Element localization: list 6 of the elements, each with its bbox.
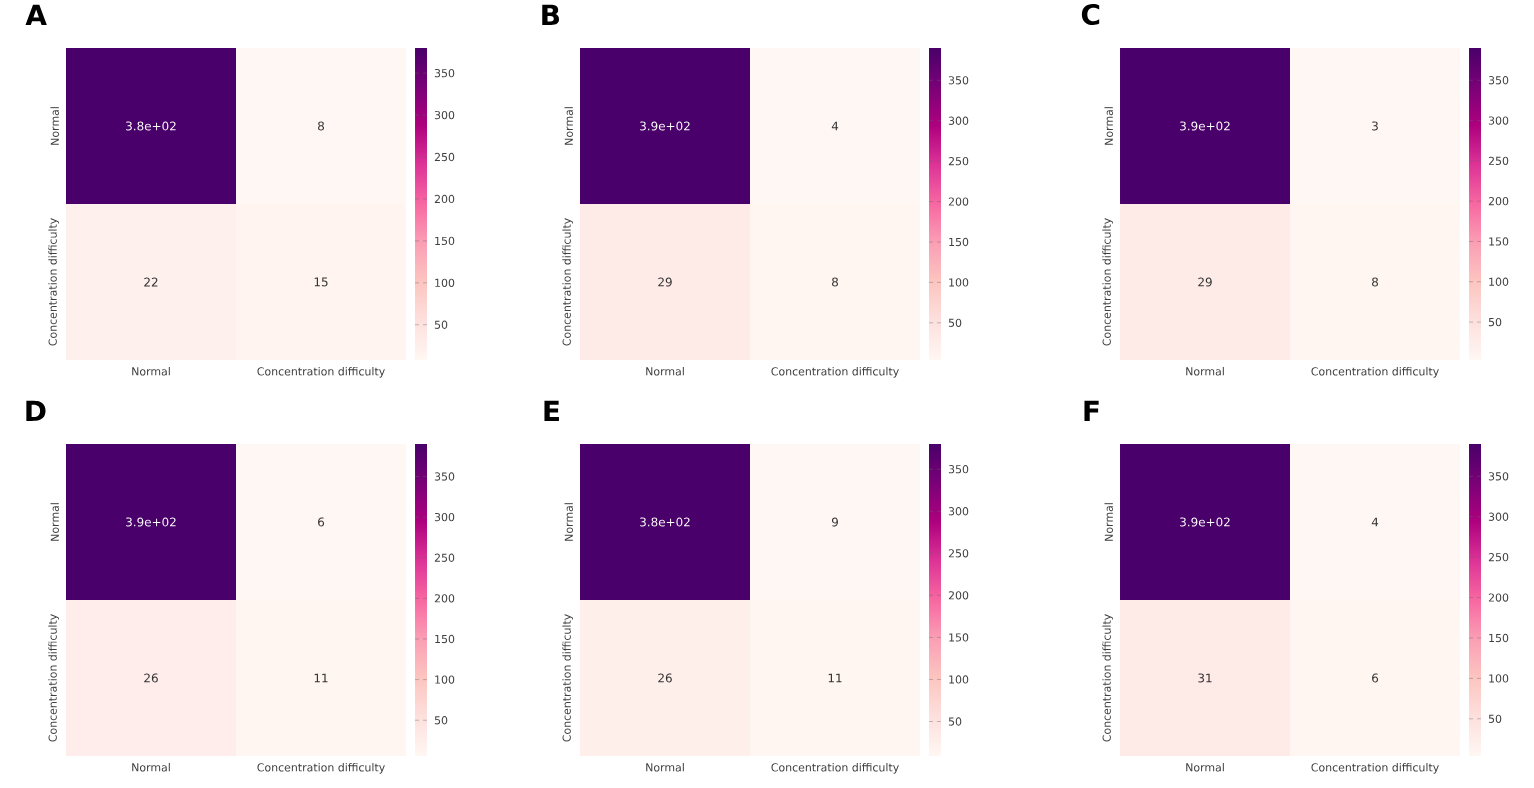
chart-title: C: [1081, 3, 1100, 26]
chart-title: F: [1084, 400, 1099, 421]
chart-title: B: [542, 4, 560, 25]
chart-title: E: [544, 400, 559, 421]
chart-title: D: [26, 400, 46, 421]
chart-title: A: [25, 4, 47, 25]
